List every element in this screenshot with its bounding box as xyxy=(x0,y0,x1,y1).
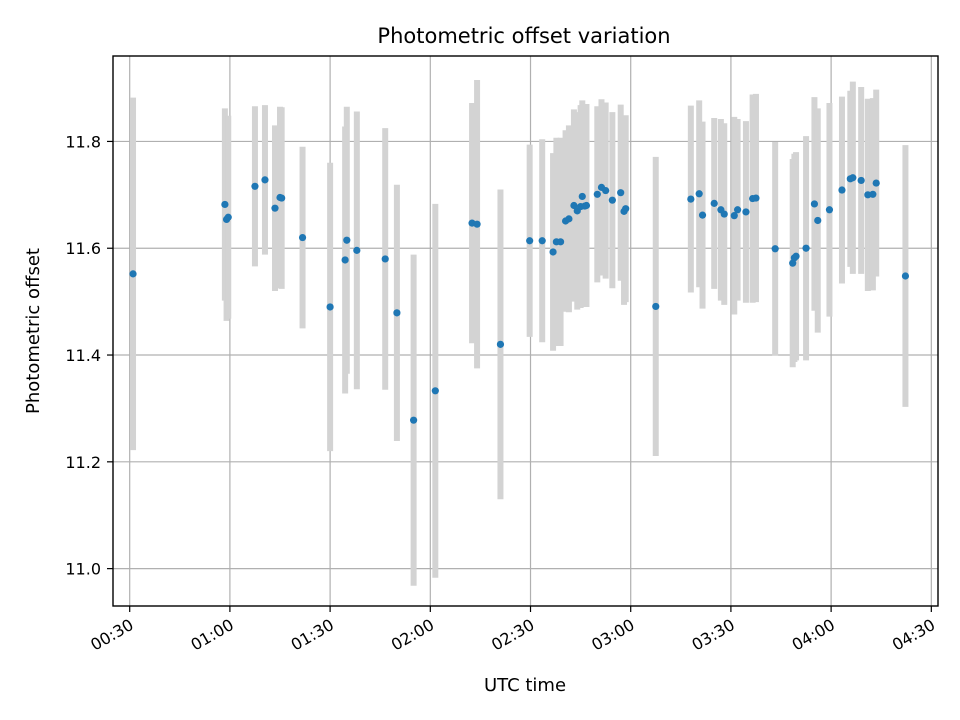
data-point xyxy=(802,244,810,252)
data-point xyxy=(549,248,557,256)
data-point xyxy=(261,176,269,184)
data-point xyxy=(814,216,822,225)
data-point xyxy=(857,176,865,185)
data-point xyxy=(901,272,910,280)
chart-title: Photometric offset variation xyxy=(377,24,670,48)
data-point xyxy=(698,211,707,219)
data-point xyxy=(622,205,630,213)
plot-frame xyxy=(112,55,939,607)
data-point xyxy=(538,237,546,245)
y-tick-label: 11.4 xyxy=(65,346,101,365)
data-point xyxy=(129,270,137,278)
data-point xyxy=(473,220,481,228)
data-point xyxy=(326,303,334,311)
y-axis-title: Photometric offset xyxy=(23,248,44,414)
data-point xyxy=(652,302,660,311)
data-point xyxy=(687,195,695,203)
data-point xyxy=(496,340,505,348)
y-tick-label: 11.0 xyxy=(65,560,101,579)
data-point xyxy=(221,200,229,209)
data-point xyxy=(526,237,534,245)
data-point xyxy=(393,309,401,317)
data-point xyxy=(849,174,857,182)
data-point xyxy=(431,387,439,395)
data-point xyxy=(710,199,718,207)
data-point xyxy=(556,238,565,246)
data-point xyxy=(353,246,361,254)
data-point xyxy=(570,201,578,210)
data-point xyxy=(341,256,349,264)
data-point xyxy=(251,182,259,190)
data-point xyxy=(869,190,877,198)
data-point xyxy=(608,196,616,204)
data-point xyxy=(298,233,307,242)
y-tick-label: 11.2 xyxy=(65,453,101,472)
data-point xyxy=(733,206,742,214)
data-point xyxy=(381,255,389,263)
data-point xyxy=(278,194,286,202)
y-tick-label: 11.6 xyxy=(65,239,101,258)
data-point xyxy=(792,252,800,260)
data-point xyxy=(582,201,591,210)
data-point xyxy=(742,208,750,216)
data-point xyxy=(838,186,846,194)
data-point xyxy=(771,245,779,253)
data-point xyxy=(593,190,601,198)
data-point xyxy=(271,204,279,212)
data-point xyxy=(410,416,418,424)
data-point xyxy=(825,206,834,214)
point-layer xyxy=(129,174,910,424)
data-point xyxy=(872,179,880,187)
data-point xyxy=(602,186,610,195)
data-point xyxy=(720,210,728,218)
data-point xyxy=(617,189,625,197)
data-point xyxy=(810,200,819,208)
data-point xyxy=(578,192,586,201)
x-axis-title: UTC time xyxy=(484,675,566,696)
data-point xyxy=(343,236,351,244)
y-tick-label: 11.8 xyxy=(65,132,101,151)
data-point xyxy=(565,215,573,223)
data-point xyxy=(695,190,703,198)
data-point xyxy=(752,194,760,202)
data-point xyxy=(730,212,738,220)
data-point xyxy=(224,213,232,221)
